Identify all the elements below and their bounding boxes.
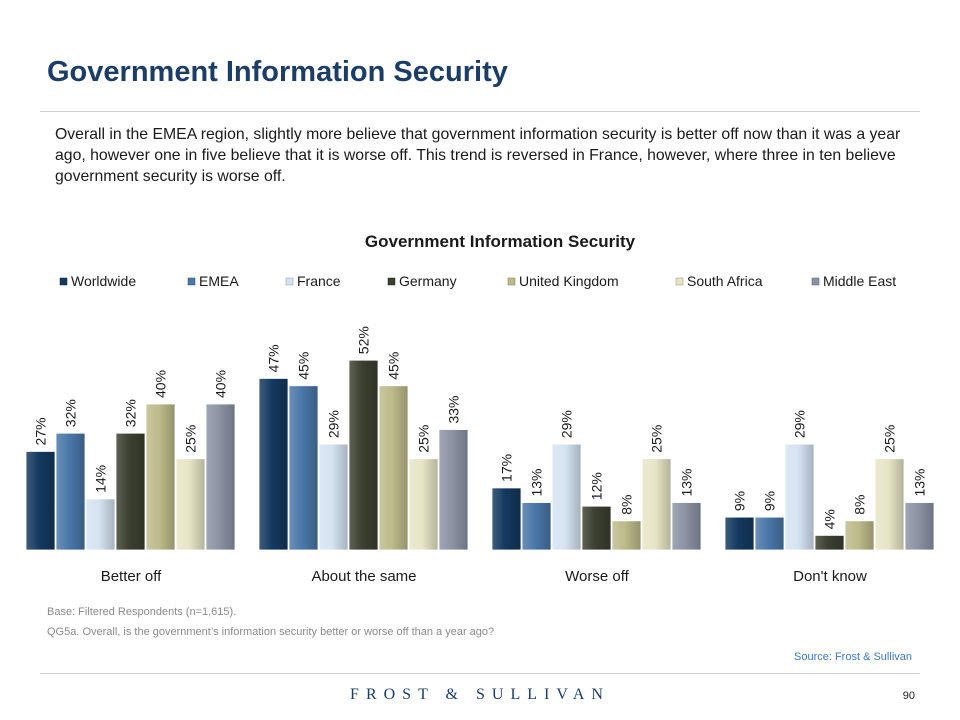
bar-better-off-emea: [55, 432, 86, 551]
legend-swatch-worldwide: [59, 277, 68, 286]
data-label-about-the-same-middle-east: 33%: [446, 396, 462, 424]
bar-don-t-know-united-kingdom: [844, 520, 875, 551]
legend-label-emea: EMEA: [199, 273, 239, 289]
bar-about-the-same-france: [318, 443, 349, 551]
base-note: Base: Filtered Respondents (n=1,615).: [47, 606, 237, 618]
data-label-better-off-france: 14%: [93, 465, 109, 493]
data-label-better-off-middle-east: 40%: [213, 370, 229, 398]
chart-legend: Worldwide EMEA France Germany United Kingdom…: [59, 273, 896, 289]
data-label-better-off-south-africa: 25%: [183, 425, 199, 453]
data-label-better-off-united-kingdom: 40%: [153, 370, 169, 398]
bar-worse-off-france: [551, 443, 582, 551]
bar-don-t-know-south-africa: [874, 458, 905, 551]
bar-worse-off-worldwide: [491, 487, 522, 551]
data-label-about-the-same-south-africa: 25%: [416, 425, 432, 453]
data-label-about-the-same-united-kingdom: 45%: [386, 352, 402, 380]
bar-don-t-know-france: [784, 443, 815, 551]
chart-bars: 27% 32% 14% 32% 40% 25% 40% Better off 47% 45% 29%…: [25, 326, 935, 585]
data-label-worse-off-emea: 13%: [529, 469, 545, 497]
bar-group-don-t-know: 9% 9% 29% 4% 8% 25% 13% Don't know: [724, 410, 935, 585]
legend-label-france: France: [297, 273, 341, 289]
bar-about-the-same-worldwide: [258, 378, 289, 551]
bar-about-the-same-emea: [288, 385, 319, 551]
bar-better-off-worldwide: [25, 451, 56, 551]
bar-better-off-germany: [115, 432, 146, 551]
data-label-don-t-know-france: 29%: [792, 410, 808, 438]
bar-group-about-the-same: 47% 45% 29% 52% 45% 25% 33% About the same: [258, 326, 469, 585]
data-label-about-the-same-worldwide: 47%: [266, 344, 282, 372]
data-label-worse-off-south-africa: 25%: [649, 425, 665, 453]
bar-about-the-same-south-africa: [408, 458, 439, 551]
source-note: Source: Frost & Sullivan: [794, 651, 912, 663]
data-label-don-t-know-south-africa: 25%: [882, 425, 898, 453]
data-label-don-t-know-worldwide: 9%: [732, 491, 748, 511]
page-number: 90: [902, 690, 915, 702]
data-label-worse-off-united-kingdom: 8%: [619, 495, 635, 515]
bar-group-better-off: 27% 32% 14% 32% 40% 25% 40% Better off: [25, 370, 236, 585]
bar-about-the-same-germany: [348, 359, 379, 551]
bar-worse-off-middle-east: [671, 502, 702, 551]
brand-logo: FROST & SULLIVAN: [350, 686, 610, 703]
legend-label-middle-east: Middle East: [823, 273, 896, 289]
data-label-worse-off-middle-east: 13%: [679, 469, 695, 497]
bar-worse-off-united-kingdom: [611, 520, 642, 551]
footer-divider: [40, 673, 920, 674]
bar-don-t-know-middle-east: [904, 502, 935, 551]
bar-worse-off-south-africa: [641, 458, 672, 551]
bar-don-t-know-emea: [754, 516, 785, 551]
category-label-don-t-know: Don't know: [793, 568, 867, 585]
data-label-don-t-know-germany: 4%: [822, 509, 838, 529]
legend-swatch-france: [285, 277, 294, 286]
data-label-better-off-worldwide: 27%: [33, 417, 49, 445]
legend-label-united-kingdom: United Kingdom: [519, 273, 619, 289]
data-label-worse-off-worldwide: 17%: [499, 454, 515, 482]
bar-better-off-middle-east: [205, 403, 236, 551]
data-label-better-off-germany: 32%: [123, 399, 139, 427]
category-label-about-the-same: About the same: [311, 568, 416, 585]
bar-about-the-same-middle-east: [438, 429, 469, 551]
title-divider: [40, 111, 920, 112]
legend-label-germany: Germany: [399, 273, 457, 289]
bar-better-off-south-africa: [175, 458, 206, 551]
page-title: Government Information Security: [47, 56, 508, 88]
bar-better-off-france: [85, 498, 116, 551]
data-label-don-t-know-united-kingdom: 8%: [852, 495, 868, 515]
legend-label-south-africa: South Africa: [687, 273, 763, 289]
legend-swatch-germany: [387, 277, 396, 286]
data-label-better-off-emea: 32%: [63, 399, 79, 427]
data-label-about-the-same-france: 29%: [326, 410, 342, 438]
category-label-better-off: Better off: [101, 568, 162, 585]
legend-label-worldwide: Worldwide: [71, 273, 136, 289]
bar-group-worse-off: 17% 13% 29% 12% 8% 25% 13% Worse off: [491, 410, 702, 585]
legend-swatch-south-africa: [675, 277, 684, 286]
bar-don-t-know-germany: [814, 534, 845, 551]
data-label-worse-off-france: 29%: [559, 410, 575, 438]
data-label-about-the-same-germany: 52%: [356, 326, 372, 354]
bar-worse-off-emea: [521, 502, 552, 551]
data-label-don-t-know-middle-east: 13%: [912, 469, 928, 497]
data-label-worse-off-germany: 12%: [589, 472, 605, 500]
bar-don-t-know-worldwide: [724, 516, 755, 551]
bar-worse-off-germany: [581, 505, 612, 551]
question-note: QG5a. Overall, is the government’s infor…: [47, 626, 495, 638]
data-label-don-t-know-emea: 9%: [762, 491, 778, 511]
data-label-about-the-same-emea: 45%: [296, 352, 312, 380]
legend-swatch-middle-east: [811, 277, 820, 286]
intro-paragraph: Overall in the EMEA region, slightly mor…: [55, 126, 901, 185]
legend-swatch-emea: [187, 277, 196, 286]
legend-swatch-united-kingdom: [507, 277, 516, 286]
bar-chart: Government Information Security Worldwid…: [25, 232, 935, 585]
chart-title: Government Information Security: [365, 232, 636, 251]
category-label-worse-off: Worse off: [565, 568, 629, 585]
bar-better-off-united-kingdom: [145, 403, 176, 551]
bar-about-the-same-united-kingdom: [378, 385, 409, 551]
